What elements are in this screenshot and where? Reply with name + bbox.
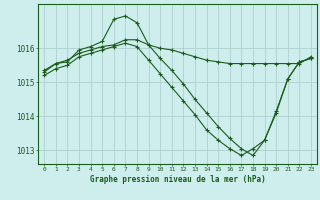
X-axis label: Graphe pression niveau de la mer (hPa): Graphe pression niveau de la mer (hPa) [90,175,266,184]
